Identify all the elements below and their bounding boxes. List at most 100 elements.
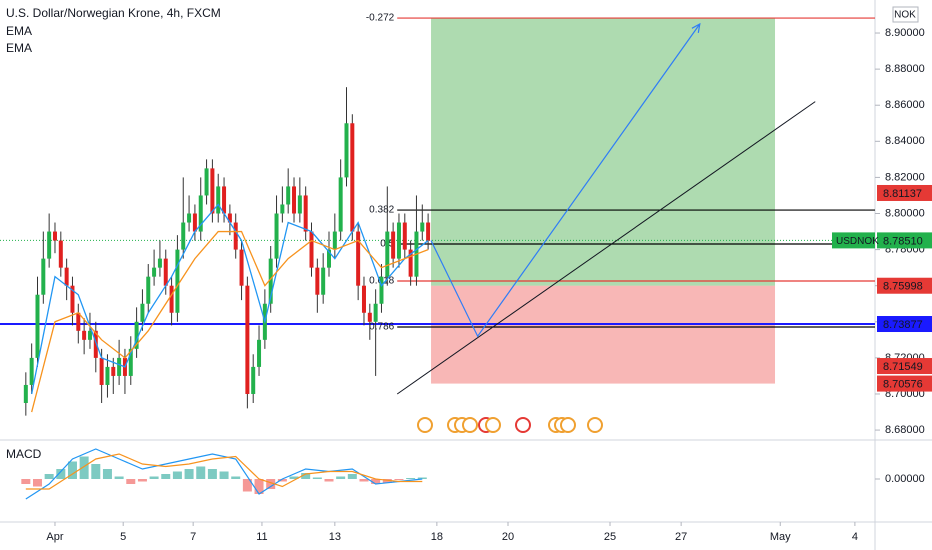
fib-label: 0.382 bbox=[369, 205, 394, 216]
candle-body bbox=[379, 276, 384, 304]
macd-hist bbox=[137, 479, 147, 482]
candle-body bbox=[222, 186, 227, 214]
candle-body bbox=[356, 231, 361, 286]
candle-body bbox=[58, 240, 63, 268]
x-tick-label: 27 bbox=[675, 531, 687, 543]
macd-line bbox=[25, 448, 423, 500]
candle-body bbox=[192, 213, 197, 232]
candle-body bbox=[292, 186, 297, 214]
price-tag bbox=[877, 232, 932, 249]
y-tick-label: 8.90000 bbox=[885, 27, 925, 39]
candle-body bbox=[111, 366, 116, 376]
symbol-tag bbox=[832, 232, 875, 249]
price-tag-label: 8.71549 bbox=[883, 361, 923, 373]
macd-hist bbox=[359, 479, 369, 482]
price-tag bbox=[877, 358, 932, 375]
candle-body bbox=[198, 195, 203, 232]
macd-hist bbox=[312, 477, 322, 479]
candle-body bbox=[268, 258, 273, 304]
macd-hist bbox=[371, 479, 381, 484]
candle-body bbox=[140, 303, 145, 322]
candle-body bbox=[297, 195, 302, 214]
price-tag-label: 8.78510 bbox=[883, 235, 923, 247]
candle-body bbox=[309, 231, 314, 268]
candle-body bbox=[350, 123, 355, 232]
macd-line bbox=[25, 453, 423, 490]
event-icon[interactable] bbox=[587, 417, 603, 433]
candle-body bbox=[367, 312, 372, 322]
candle-body bbox=[64, 267, 69, 286]
candle-body bbox=[373, 303, 378, 322]
ema-line bbox=[31, 203, 429, 395]
macd-hist bbox=[21, 479, 31, 484]
candle-body bbox=[87, 330, 92, 340]
symbol-tag-label: USDNOK bbox=[836, 236, 879, 247]
event-icon[interactable] bbox=[462, 417, 478, 433]
candle-body bbox=[426, 222, 431, 241]
price-tag bbox=[877, 277, 932, 294]
y-tick-label: 8.86000 bbox=[885, 99, 925, 111]
macd-hist bbox=[301, 473, 311, 479]
candle-body bbox=[181, 222, 186, 250]
macd-hist bbox=[184, 469, 194, 479]
candle-body bbox=[134, 321, 139, 349]
candle-body bbox=[251, 366, 256, 394]
candle-body bbox=[257, 339, 262, 367]
candle-body bbox=[385, 231, 390, 277]
macd-hist bbox=[32, 479, 42, 487]
macd-title: MACD bbox=[6, 447, 42, 461]
currency-label: NOK bbox=[894, 10, 916, 21]
x-tick-label: 11 bbox=[256, 531, 267, 543]
macd-hist bbox=[266, 479, 276, 489]
price-tag bbox=[877, 316, 932, 333]
indicator-label: EMA bbox=[6, 41, 32, 55]
candle-body bbox=[23, 384, 28, 404]
candle-body bbox=[210, 168, 215, 214]
macd-hist bbox=[44, 474, 54, 479]
chart-title: U.S. Dollar/Norwegian Krone, 4h, FXCM bbox=[6, 6, 221, 20]
macd-hist bbox=[336, 476, 346, 479]
macd-hist bbox=[347, 474, 357, 479]
stop-zone bbox=[431, 285, 776, 384]
candle-body bbox=[105, 366, 110, 385]
fib-label: 0.786 bbox=[369, 322, 394, 333]
candle-body bbox=[396, 222, 401, 259]
arrow-head bbox=[691, 22, 701, 33]
macd-hist bbox=[196, 466, 206, 479]
candle-body bbox=[35, 294, 40, 358]
macd-hist bbox=[102, 469, 112, 479]
macd-hist bbox=[56, 469, 66, 479]
macd-hist bbox=[219, 471, 229, 479]
event-icon[interactable] bbox=[560, 417, 576, 433]
macd-hist bbox=[149, 476, 159, 479]
event-icons bbox=[417, 417, 603, 433]
candle-body bbox=[332, 231, 337, 250]
candle-body bbox=[169, 285, 174, 313]
macd-hist bbox=[382, 479, 392, 483]
macd-hist bbox=[394, 479, 404, 480]
candle-body bbox=[344, 123, 349, 178]
event-icon[interactable] bbox=[417, 417, 433, 433]
candle-body bbox=[163, 258, 168, 286]
indicator-label: EMA bbox=[6, 24, 32, 38]
event-icon[interactable] bbox=[485, 417, 501, 433]
candle-body bbox=[204, 168, 209, 196]
candle-body bbox=[47, 231, 52, 259]
y-tick-label: 8.68000 bbox=[885, 424, 925, 436]
candle-body bbox=[391, 231, 396, 259]
candle-body bbox=[29, 357, 34, 385]
candle-body bbox=[76, 312, 81, 331]
macd-hist bbox=[242, 479, 252, 492]
candle-body bbox=[239, 249, 244, 286]
price-tag bbox=[877, 184, 932, 201]
candle-body bbox=[315, 267, 320, 295]
event-icon[interactable] bbox=[515, 417, 531, 433]
price-tag-label: 8.81137 bbox=[883, 188, 922, 200]
candle-body bbox=[99, 357, 104, 385]
candle-body bbox=[146, 276, 151, 304]
candle-body bbox=[286, 186, 291, 205]
macd-hist bbox=[231, 476, 241, 479]
macd-hist bbox=[172, 471, 182, 479]
macd-hist bbox=[417, 477, 427, 479]
